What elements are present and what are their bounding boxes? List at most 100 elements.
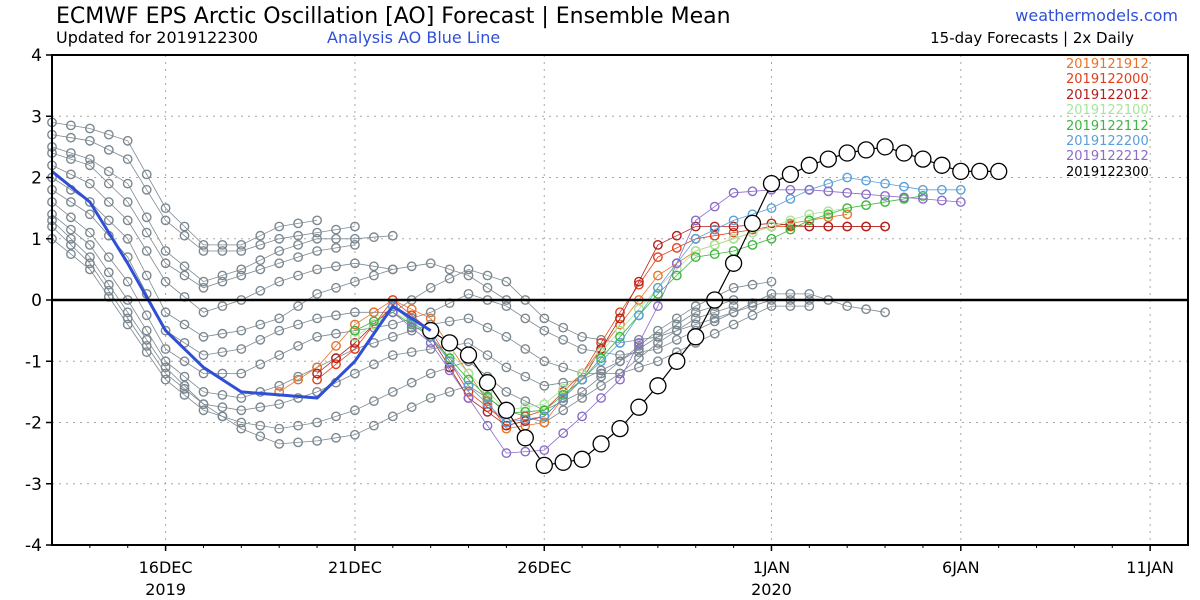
ensemble-member-point xyxy=(690,313,701,324)
series-point-2019121912 xyxy=(539,417,550,428)
ensemble-member-point xyxy=(312,331,322,342)
legend-entry-2019122300: 2019122300 xyxy=(1066,164,1149,180)
ensemble-member-point xyxy=(596,371,606,382)
ensemble-member-point xyxy=(274,438,285,449)
series-point-2019122012 xyxy=(766,218,777,229)
series-point-2019122100 xyxy=(539,399,550,409)
ensemble-member-point xyxy=(804,288,815,299)
ensemble-member-point xyxy=(577,344,587,354)
ensemble-member-point xyxy=(368,270,379,281)
ensemble-member-point xyxy=(728,301,739,311)
series-point-2019122300 xyxy=(743,214,762,233)
series-point-2019122012 xyxy=(804,221,815,232)
ensemble-member-point xyxy=(85,239,95,250)
ensemble-member-point xyxy=(122,319,133,330)
series-point-2019122212 xyxy=(880,190,890,201)
ensemble-member-point xyxy=(160,246,171,256)
series-point-2019122012 xyxy=(690,221,701,232)
y-tick-label: 1 xyxy=(31,230,42,250)
ensemble-member-point xyxy=(539,356,550,367)
ensemble-member-point xyxy=(160,325,171,336)
series-point-2019122112 xyxy=(349,325,360,336)
ensemble-member-point xyxy=(425,393,436,403)
ensemble-member-point xyxy=(444,386,455,397)
ensemble-member-point xyxy=(482,270,493,281)
ensemble-member-point xyxy=(198,386,209,397)
ensemble-member-point xyxy=(255,230,266,241)
legend-entry-2019122012: 2019122012 xyxy=(1066,87,1149,103)
ensemble-member-point xyxy=(66,120,76,131)
ensemble-member-point xyxy=(331,261,341,272)
ensemble-member-point xyxy=(217,301,228,311)
series-point-2019122112 xyxy=(596,353,606,364)
y-tick-label: 4 xyxy=(31,46,42,66)
ensemble-member-point xyxy=(293,301,303,311)
ensemble-member-point xyxy=(312,246,322,256)
ensemble-member-point xyxy=(368,359,379,370)
series-point-2019122212 xyxy=(463,393,474,403)
series-line-2019122000 xyxy=(316,226,886,423)
ensemble-member-point xyxy=(274,399,285,409)
ensemble-member-point xyxy=(274,350,285,360)
series-point-2019122012 xyxy=(880,221,890,232)
series-point-2019122200 xyxy=(899,181,909,192)
ensemble-member-point xyxy=(255,239,266,250)
ensemble-member-point xyxy=(274,233,285,244)
ensemble-member-point xyxy=(66,224,76,235)
ensemble-member-point xyxy=(217,270,228,281)
series-point-2019122100 xyxy=(463,368,474,379)
ensemble-member-point xyxy=(747,310,758,321)
ensemble-member-point xyxy=(217,402,228,413)
series-point-2019122200 xyxy=(690,233,701,244)
series-point-2019122112 xyxy=(463,374,474,385)
ensemble-member-point xyxy=(331,432,341,443)
ensemble-member-point xyxy=(85,135,95,146)
ensemble-member-point xyxy=(690,307,701,318)
ensemble-member-point xyxy=(349,221,360,232)
series-point-2019122012 xyxy=(501,420,512,431)
ensemble-member-point xyxy=(387,386,398,397)
series-point-2019122212 xyxy=(823,186,834,197)
series-point-2019122012 xyxy=(615,313,625,324)
series-line-2019122100 xyxy=(354,195,923,411)
ensemble-member-point xyxy=(274,325,285,336)
legend-entry-2019122212: 2019122212 xyxy=(1066,149,1149,165)
legend-entry-2019122100: 2019122100 xyxy=(1066,103,1149,119)
ensemble-member-point xyxy=(312,264,322,275)
series-point-2019122212 xyxy=(539,445,550,455)
ensemble-member-point xyxy=(387,230,398,241)
series-point-2019122200 xyxy=(558,393,569,403)
ensemble-member-point xyxy=(331,224,341,235)
series-point-2019122300 xyxy=(497,401,516,419)
series-point-2019122100 xyxy=(804,209,815,220)
ensemble-member-point xyxy=(312,227,322,238)
ensemble-member-point xyxy=(861,304,871,315)
ensemble-member-point xyxy=(66,239,76,250)
ensemble-member-point xyxy=(160,215,171,226)
ensemble-member-point xyxy=(141,227,152,238)
ensemble-member-point xyxy=(122,197,133,207)
ensemble-member-point xyxy=(349,429,360,440)
ensemble-member-point xyxy=(425,368,436,379)
ensemble-member-point xyxy=(387,264,398,275)
brand-link[interactable]: weathermodels.com xyxy=(1015,6,1178,25)
series-point-2019122200 xyxy=(577,374,587,385)
series-point-2019122012 xyxy=(842,221,853,232)
ensemble-member-point xyxy=(179,383,190,394)
series-point-2019122100 xyxy=(728,233,739,244)
ensemble-member-point xyxy=(501,276,512,287)
series-point-2019122200 xyxy=(653,282,663,293)
ensemble-member-point xyxy=(293,252,303,263)
series-point-2019121912 xyxy=(349,319,360,330)
ensemble-member-point xyxy=(160,258,171,269)
analysis-line xyxy=(51,170,432,400)
ensemble-member-point xyxy=(293,218,303,229)
ensemble-member-point xyxy=(103,178,114,189)
series-point-2019122000 xyxy=(671,242,682,253)
ensemble-member-point xyxy=(141,347,152,357)
ensemble-member-point xyxy=(179,261,190,272)
ensemble-member-point xyxy=(539,313,550,324)
series-point-2019122300 xyxy=(781,165,800,184)
ensemble-member-point xyxy=(842,301,853,311)
ensemble-member-point xyxy=(634,340,644,351)
